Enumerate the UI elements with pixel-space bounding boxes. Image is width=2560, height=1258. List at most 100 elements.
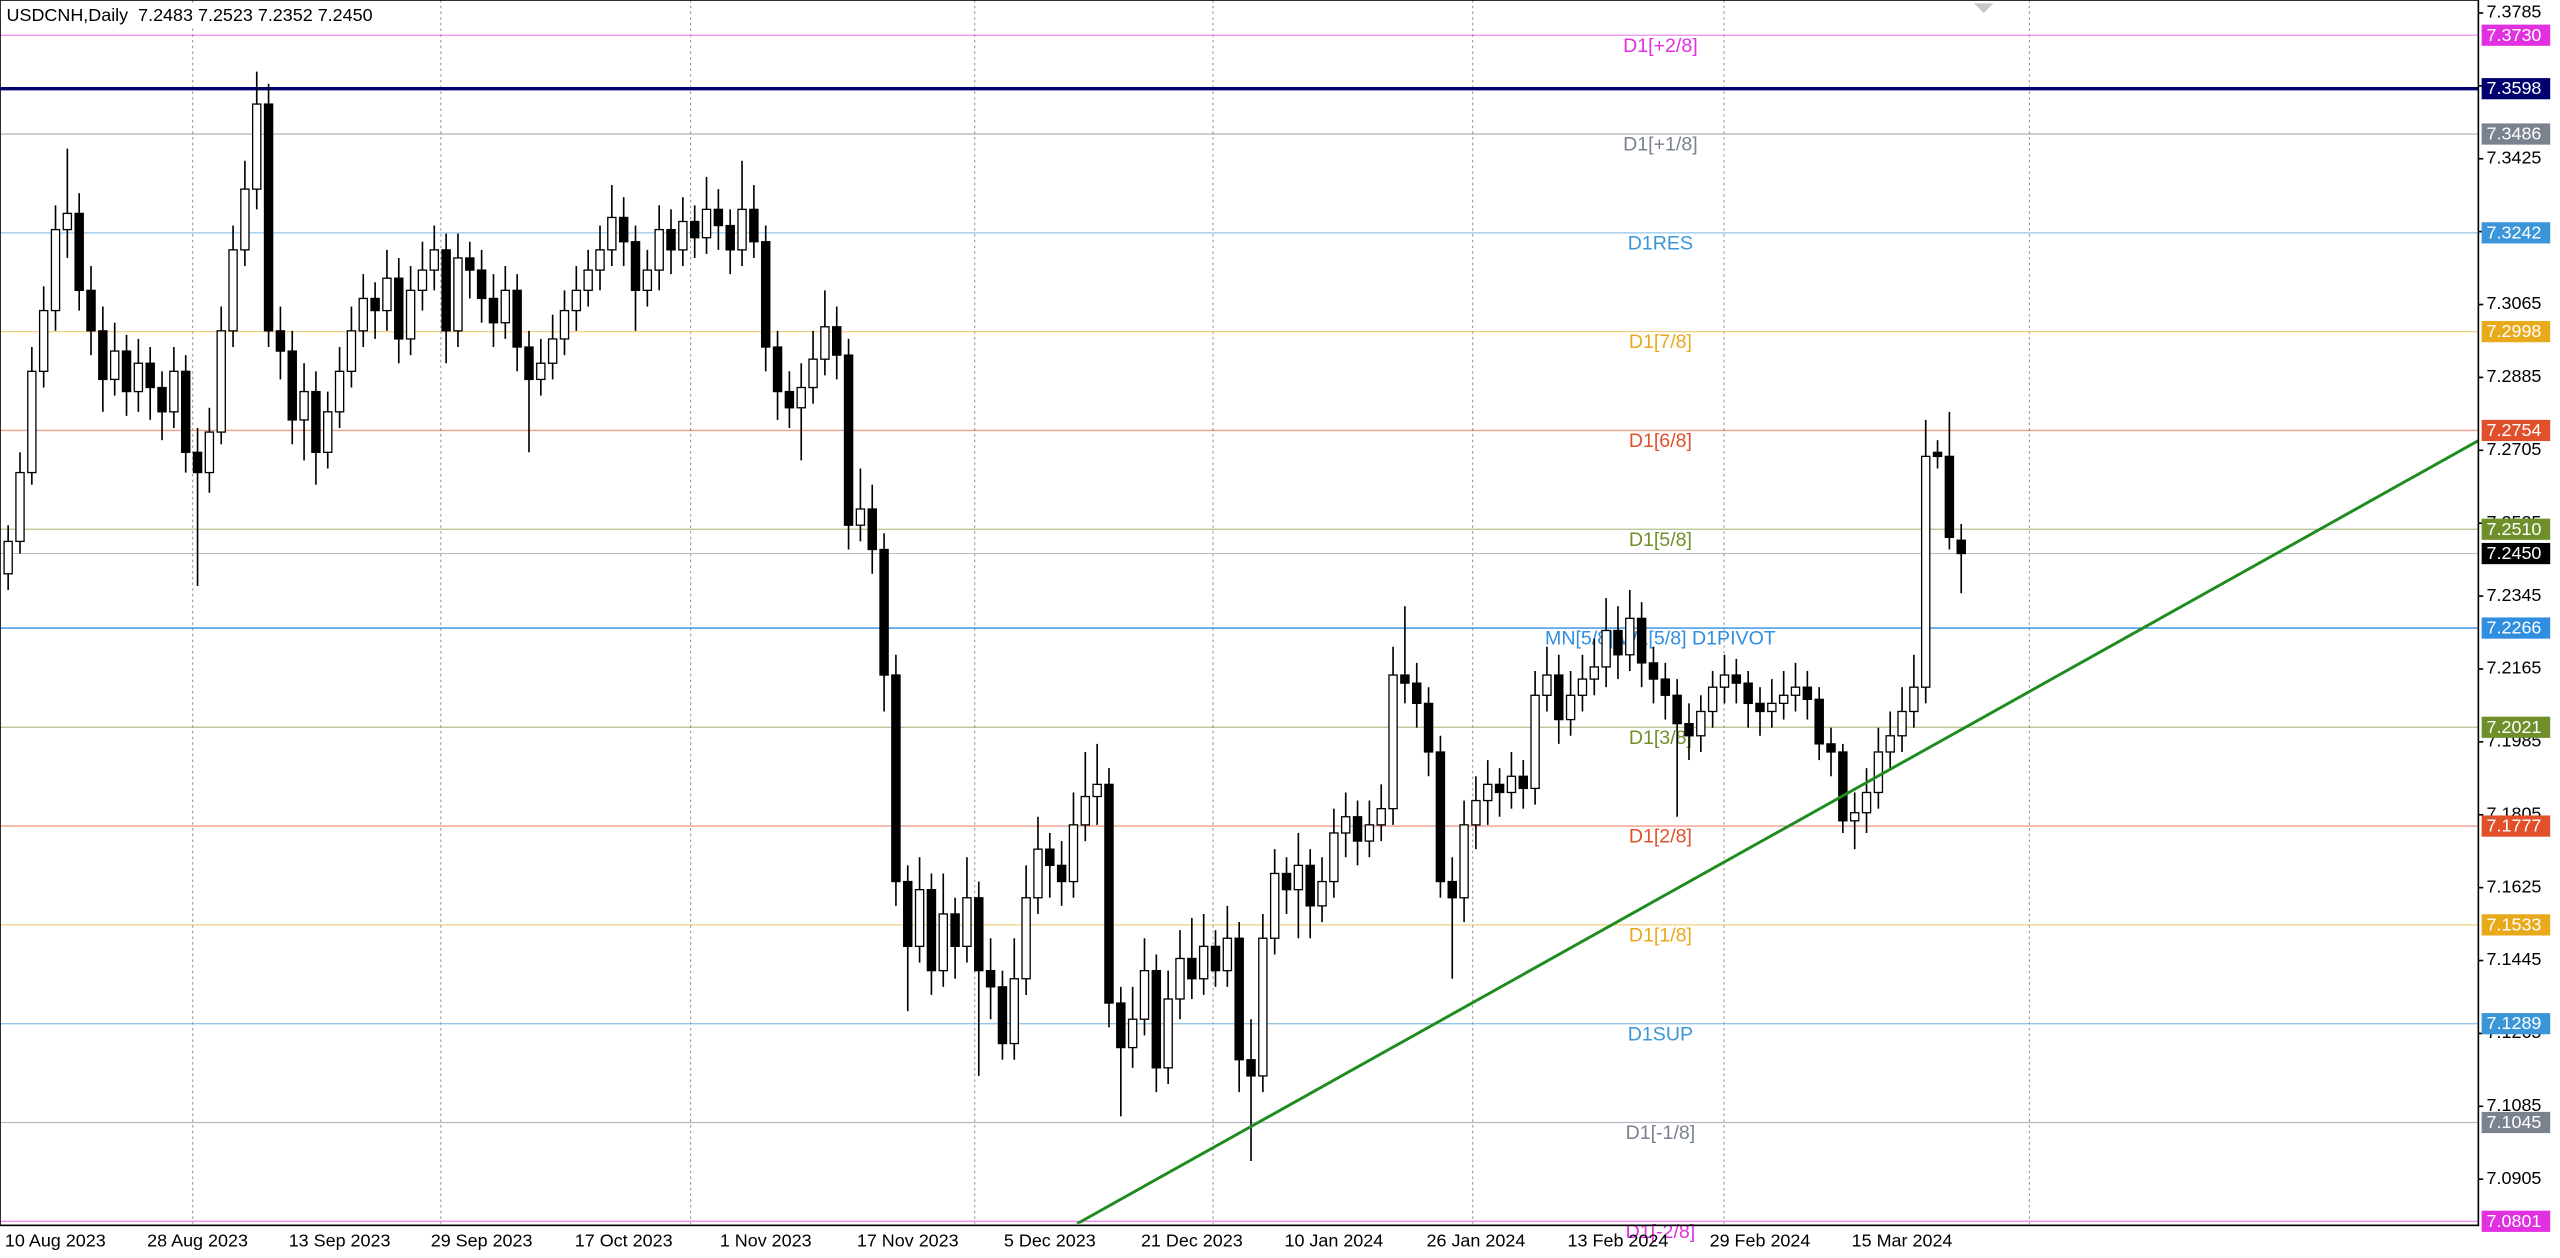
level-price-label: 7.0801 <box>2487 1211 2542 1231</box>
candle-body <box>1506 775 1517 794</box>
candle-body <box>346 330 357 372</box>
candle-body <box>334 370 345 413</box>
candle-body <box>524 346 534 381</box>
y-tick-label: 7.1445 <box>2487 949 2542 969</box>
x-tick-label: 26 Jan 2024 <box>1427 1230 1526 1250</box>
candle-body <box>1293 864 1304 891</box>
candle-body <box>15 471 25 543</box>
candle-body <box>1187 957 1197 980</box>
candle-body <box>536 362 546 381</box>
x-tick-label: 17 Nov 2023 <box>857 1230 959 1250</box>
level-price-box <box>2481 1111 2551 1134</box>
candle-body <box>417 269 428 291</box>
candle-body <box>1554 674 1564 721</box>
candle-body <box>1861 791 1872 814</box>
level-price-label: 7.3242 <box>2487 222 2542 242</box>
candle-body <box>784 390 795 409</box>
candle-body <box>1577 678 1588 696</box>
candle-body <box>311 390 321 453</box>
candle-body <box>275 330 286 352</box>
y-tick-label: 7.1625 <box>2487 876 2542 896</box>
candle-body <box>145 362 155 389</box>
candle-body <box>1483 783 1493 802</box>
candle-body <box>476 269 487 300</box>
candle-body <box>962 897 972 948</box>
y-tick-label: 7.3785 <box>2487 2 2542 22</box>
candle-body <box>725 224 735 251</box>
candle-body <box>3 540 13 575</box>
candle-body <box>1731 674 1742 684</box>
candle-body <box>512 289 522 348</box>
level-price-label: 7.2754 <box>2487 420 2542 440</box>
period-separators <box>192 0 2030 1224</box>
candle-body <box>1589 666 1600 680</box>
candle-body <box>1518 775 1528 790</box>
candle-body <box>891 674 901 883</box>
trendline-layer <box>1076 439 2479 1224</box>
candle-body <box>618 216 629 243</box>
last-price-label: 7.2450 <box>2487 543 2542 563</box>
candle-body <box>666 228 676 251</box>
candle-body <box>1364 824 1375 842</box>
candle-body <box>985 969 996 988</box>
candle-body <box>1329 832 1339 883</box>
candle-body <box>1648 662 1659 680</box>
candle-body <box>1802 686 1813 700</box>
candle-body <box>926 889 937 972</box>
level-price-box <box>2481 1210 2551 1232</box>
candle-body <box>133 362 144 393</box>
candle-body <box>358 297 368 332</box>
level-label: D1RES <box>1628 232 1693 254</box>
candle-body <box>1340 816 1351 834</box>
candle-body <box>1175 957 1185 1000</box>
candle-body <box>1198 945 1209 980</box>
candle-body <box>1009 978 1020 1045</box>
candle-body <box>465 257 475 271</box>
candle-body <box>323 411 333 453</box>
level-label: D1[+1/8] <box>1623 134 1698 156</box>
levels: D1[+2/8] D1[+1/8] D1RES D1[7/8] D1[6/8] D1[5/… <box>0 34 2479 1243</box>
candle-body <box>1542 674 1552 696</box>
candle-body <box>1613 629 1623 656</box>
candle-body <box>630 241 641 291</box>
candle-body <box>689 220 700 239</box>
candle-body <box>1139 969 1150 1020</box>
candle-body <box>903 880 913 948</box>
level-label: D1[2/8] <box>1629 826 1692 848</box>
shift-marker <box>1973 3 1994 14</box>
candle-body <box>180 370 191 453</box>
x-tick-label: 29 Feb 2024 <box>1710 1230 1811 1250</box>
y-tick-label: 7.0905 <box>2487 1168 2542 1188</box>
x-tick-label: 15 Mar 2024 <box>1852 1230 1953 1250</box>
level-price-box <box>2481 321 2551 343</box>
level-label: D1[6/8] <box>1629 430 1692 452</box>
level-price-label: 7.1045 <box>2487 1112 2542 1132</box>
level-price-box <box>2481 78 2551 100</box>
y-tick-label: 7.2705 <box>2487 439 2542 459</box>
level-price-label: 7.1289 <box>2487 1013 2542 1033</box>
candle-body <box>654 228 664 271</box>
candle-body <box>240 188 250 251</box>
candle-body <box>843 354 854 526</box>
candle-body <box>950 913 960 948</box>
candle-body <box>157 386 167 413</box>
level-price-box <box>2481 123 2551 145</box>
candle-body <box>997 986 1008 1045</box>
candle-body <box>760 241 771 348</box>
candle-body <box>1719 674 1730 688</box>
candle-body <box>1743 682 1753 705</box>
candle-body <box>1423 702 1434 753</box>
candle-body <box>1696 710 1706 737</box>
level-price-box <box>2481 222 2551 244</box>
candle-body <box>559 309 570 340</box>
candle-body <box>1305 864 1315 907</box>
y-tick-label: 7.2345 <box>2487 585 2542 605</box>
candle-body <box>1494 783 1505 794</box>
candle-body <box>772 346 783 393</box>
candle-body <box>169 370 179 413</box>
candle-body <box>1636 617 1647 664</box>
candle-body <box>453 257 463 332</box>
